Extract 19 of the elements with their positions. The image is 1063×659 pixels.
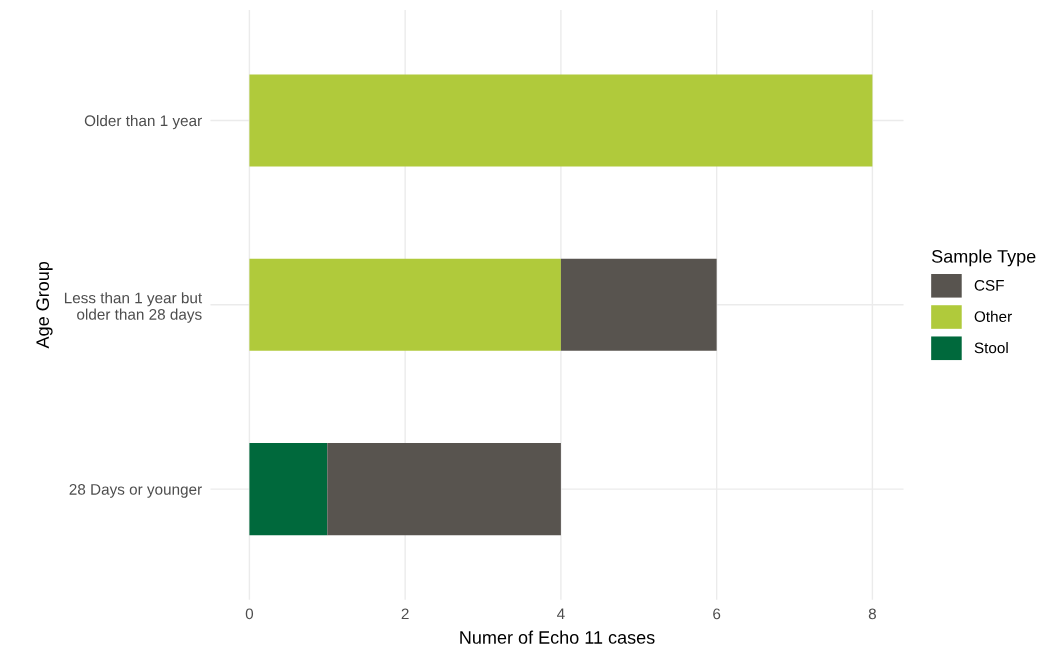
legend-label: Other bbox=[974, 310, 1012, 323]
legend-label: CSF bbox=[974, 279, 1004, 291]
x-tick-label: 0 bbox=[245, 608, 254, 620]
y-tick-label: Less than 1 year but older than 28 days bbox=[64, 292, 203, 323]
x-tick-label: 4 bbox=[557, 608, 565, 620]
legend-title: Sample Type bbox=[931, 249, 1036, 267]
y-axis-title: Age Group bbox=[36, 261, 53, 349]
x-axis-title: Numer of Echo 11 cases bbox=[460, 630, 655, 644]
y-tick-label: 28 Days or younger bbox=[69, 483, 202, 498]
legend-label: Stool bbox=[974, 342, 1008, 354]
x-tick-label: 6 bbox=[713, 608, 721, 620]
bar bbox=[560, 258, 717, 351]
x-tick-label: 2 bbox=[401, 608, 409, 620]
bar bbox=[327, 443, 561, 536]
y-tick-label: Older than 1 year bbox=[84, 114, 202, 130]
bar bbox=[249, 443, 328, 536]
bar bbox=[249, 258, 561, 351]
bar bbox=[249, 74, 873, 167]
x-tick-label: 8 bbox=[868, 608, 876, 620]
